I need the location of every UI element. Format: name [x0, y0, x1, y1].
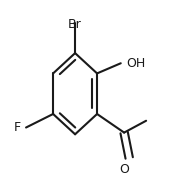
Text: F: F — [14, 121, 21, 134]
Text: O: O — [119, 163, 129, 176]
Text: Br: Br — [68, 18, 82, 31]
Text: OH: OH — [126, 57, 145, 70]
